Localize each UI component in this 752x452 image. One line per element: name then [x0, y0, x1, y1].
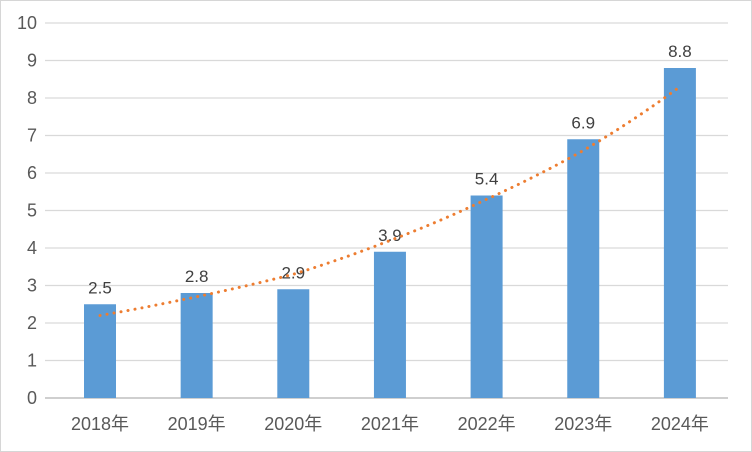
bar-2019年 [180, 293, 213, 398]
bar-2022年 [470, 195, 503, 398]
bar-2020年 [277, 289, 310, 398]
y-tick-label: 10 [17, 13, 37, 33]
bar-2024年 [663, 68, 696, 398]
x-axis-label: 2022年 [458, 414, 516, 434]
y-tick-label: 9 [27, 51, 37, 71]
data-label: 2.8 [185, 267, 209, 286]
x-axis-label: 2020年 [264, 414, 322, 434]
y-tick-label: 1 [27, 351, 37, 371]
data-label: 2.5 [88, 278, 112, 297]
y-tick-label: 5 [27, 201, 37, 221]
bar-2023年 [567, 139, 600, 398]
y-tick-label: 4 [27, 238, 37, 258]
y-tick-label: 3 [27, 276, 37, 296]
data-label: 2.9 [281, 263, 305, 282]
x-axis-label: 2024年 [651, 414, 709, 434]
y-tick-label: 8 [27, 88, 37, 108]
bar-2018年 [84, 304, 116, 398]
bar-2021年 [373, 251, 406, 398]
x-axis-label: 2019年 [168, 414, 226, 434]
data-label: 3.9 [378, 226, 402, 245]
trendline [98, 85, 682, 317]
y-tick-label: 7 [27, 126, 37, 146]
data-label: 8.8 [668, 42, 692, 61]
x-axis-label: 2021年 [361, 414, 419, 434]
y-tick-label: 6 [27, 163, 37, 183]
y-tick-label: 0 [27, 388, 37, 408]
data-label: 6.9 [571, 113, 595, 132]
x-axis-label: 2023年 [554, 414, 612, 434]
data-label: 5.4 [475, 170, 499, 189]
x-axis-label: 2018年 [71, 414, 129, 434]
y-tick-label: 2 [27, 313, 37, 333]
